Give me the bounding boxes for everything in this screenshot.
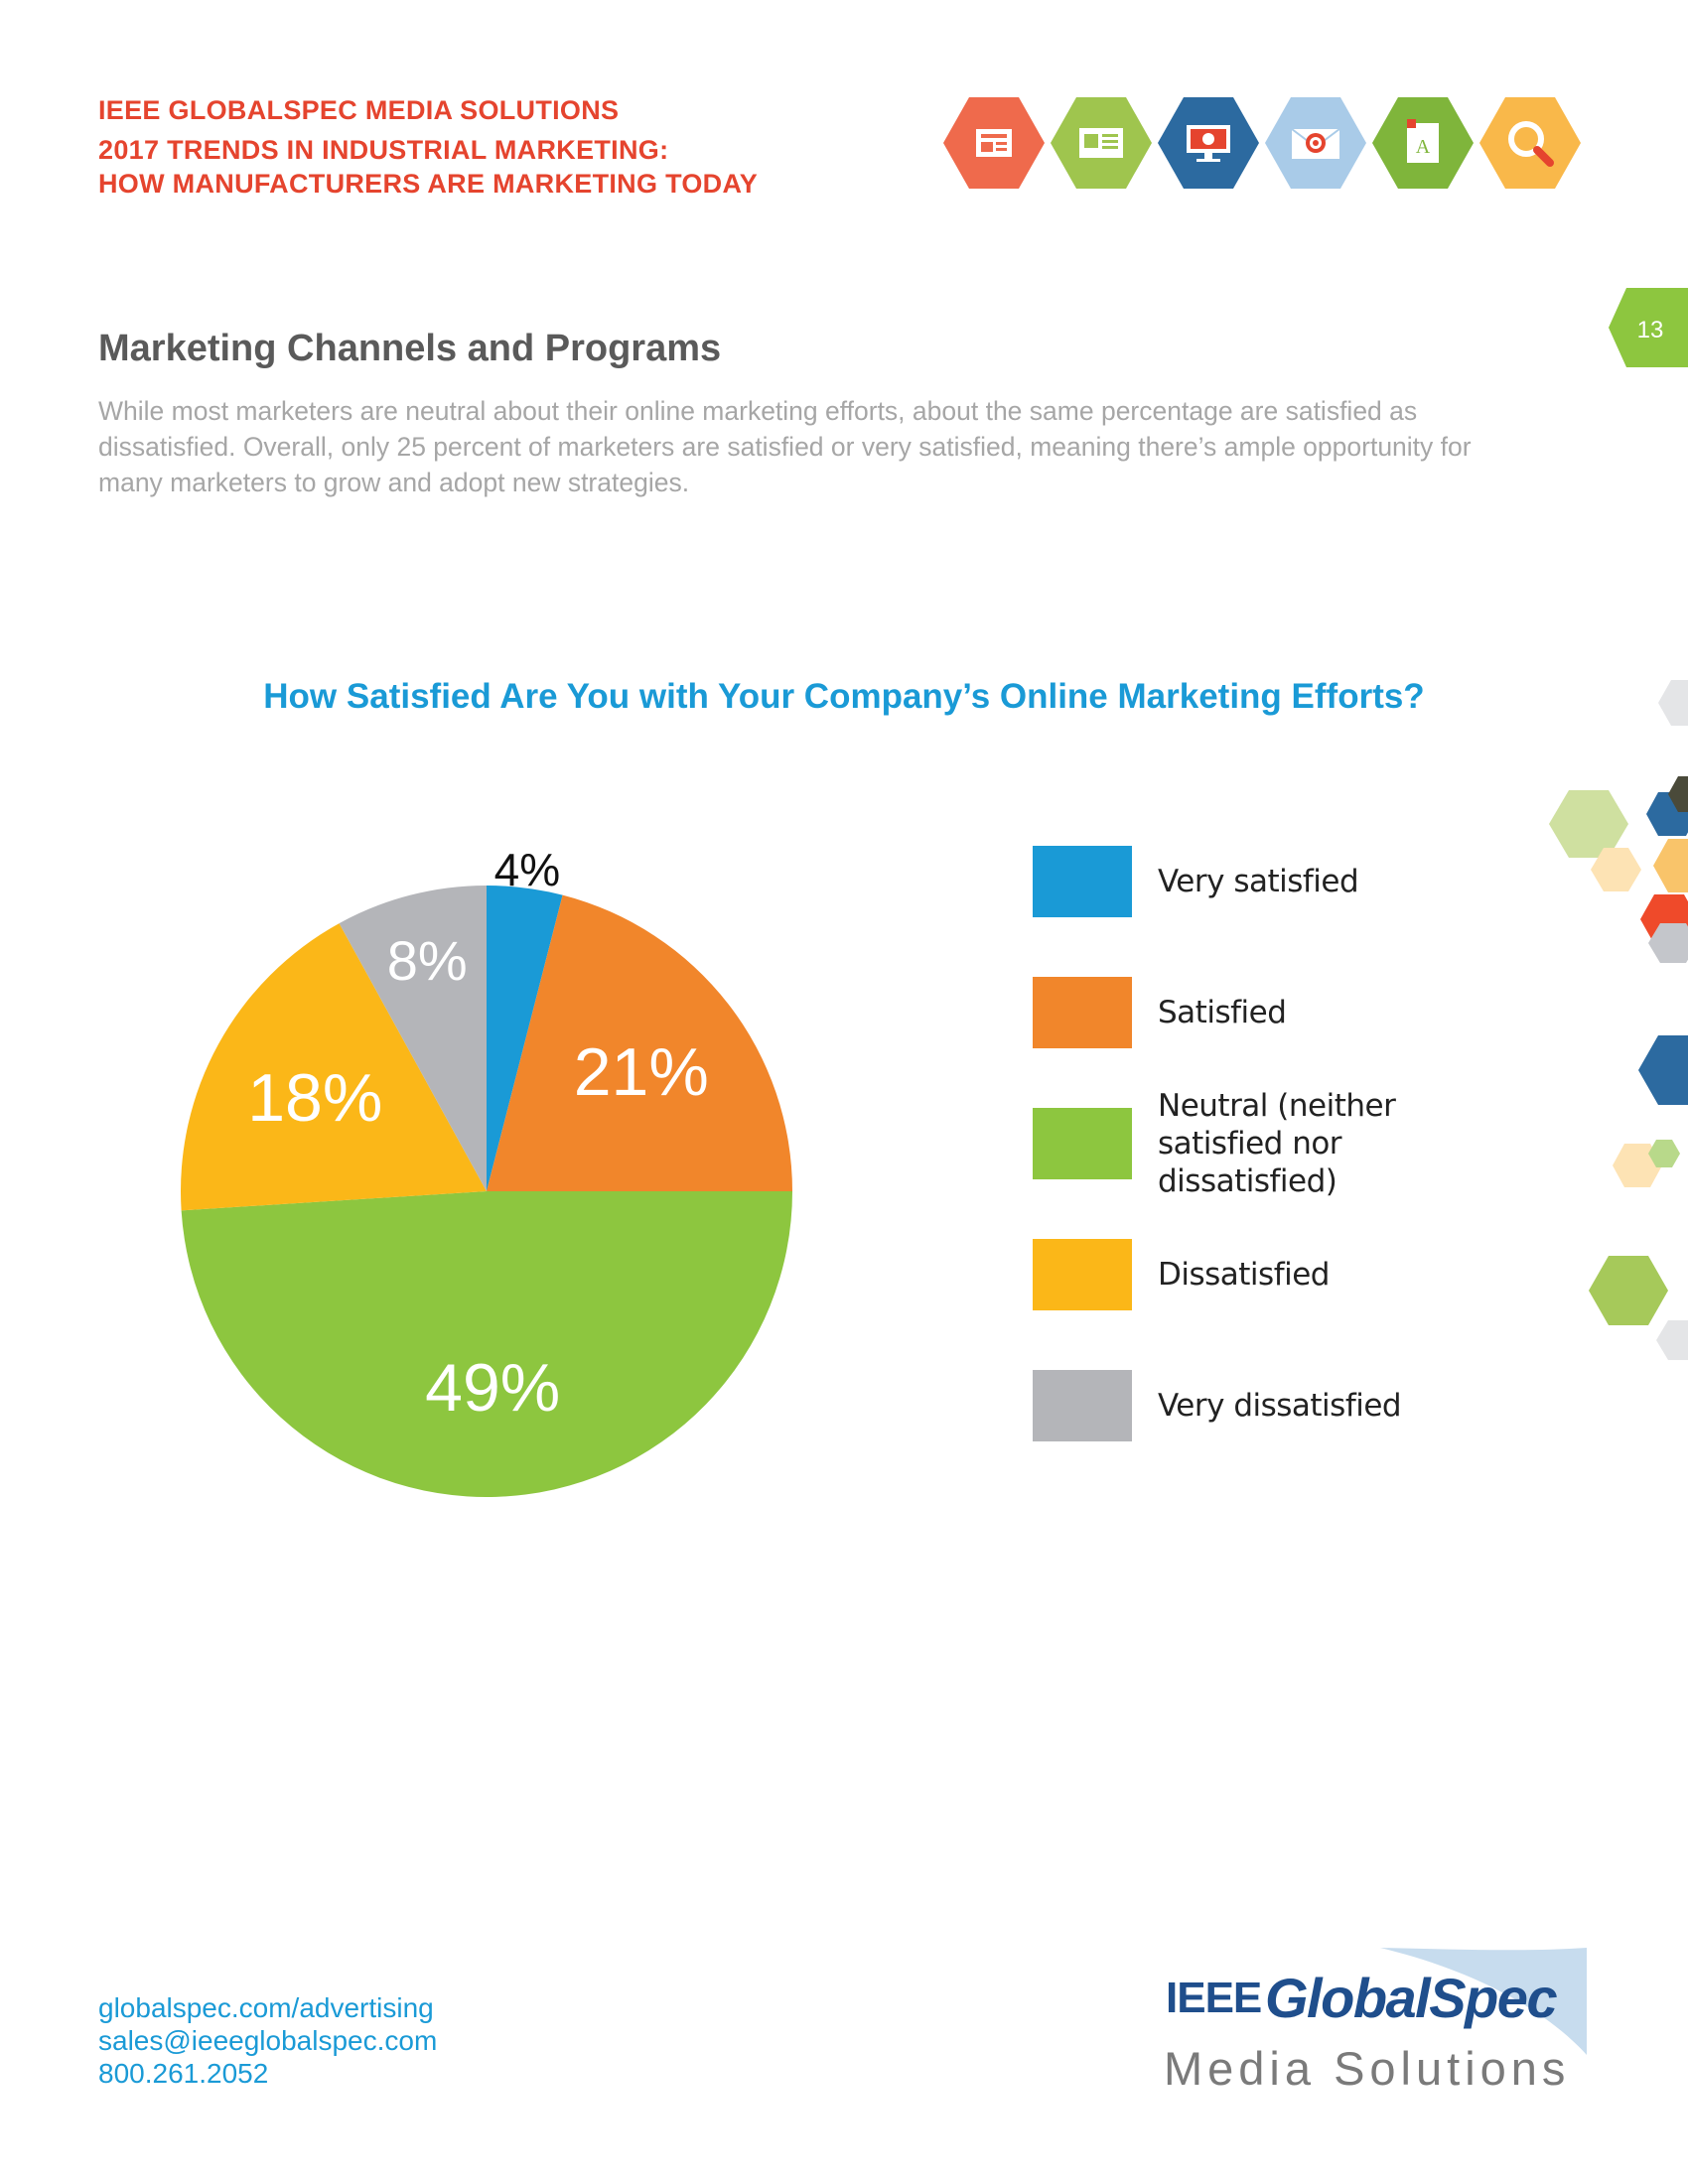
- pie-data-label: 49%: [425, 1350, 560, 1426]
- legend-label: Very dissatisfied: [1158, 1388, 1402, 1424]
- chart-title: How Satisfied Are You with Your Company’…: [263, 677, 1425, 716]
- pie-data-label: 8%: [387, 929, 468, 992]
- logo-ieee-text: IEEE: [1166, 1974, 1262, 2022]
- legend-label: Satisfied: [1158, 995, 1287, 1030]
- pie-slice-very-dissatisfied: [339, 886, 487, 1191]
- legend-swatch: [1033, 1370, 1132, 1441]
- report-title-line-2: HOW MANUFACTURERS ARE MARKETING TODAY: [98, 169, 759, 199]
- email-target-icon: [1265, 97, 1366, 189]
- legend-swatch: [1033, 977, 1132, 1048]
- logo-swoosh: [1380, 1948, 1587, 2055]
- pie-slice-neutral: [181, 1191, 792, 1497]
- decorative-hexagons: [1549, 680, 1688, 1360]
- pie-chart: 4% 21% 49% 18% 8%: [181, 844, 792, 1497]
- legend-swatch: [1033, 846, 1132, 917]
- pie-data-label: 4%: [494, 844, 560, 895]
- legend-swatch: [1033, 1108, 1132, 1179]
- legend-swatch: [1033, 1239, 1132, 1310]
- pie-slice-dissatisfied: [181, 923, 487, 1211]
- pie-slice-very-satisfied: [487, 886, 563, 1191]
- header-icon-row: A: [943, 97, 1581, 189]
- phone-number: 800.261.2052: [98, 2058, 269, 2089]
- pie-data-label: 21%: [574, 1034, 709, 1110]
- ieee-globalspec-logo: IEEE GlobalSpec Media Solutions: [1162, 1944, 1589, 2103]
- section-intro: While most marketers are neutral about t…: [98, 396, 1472, 497]
- logo-media-solutions-text: Media Solutions: [1164, 2042, 1571, 2095]
- footer-contact: globalspec.com/advertising sales@ieeeglo…: [98, 1991, 437, 2090]
- document-icon: A: [1372, 97, 1474, 189]
- web-page-icon: [1051, 97, 1152, 189]
- pie-slice-satisfied: [487, 894, 792, 1191]
- page-number-tab: 13: [1609, 288, 1688, 367]
- monitor-icon: [1158, 97, 1259, 189]
- logo-globalspec-text: GlobalSpec: [1265, 1967, 1558, 2029]
- email-link[interactable]: sales@ieeeglobalspec.com: [98, 2025, 438, 2056]
- legend-label: Neutral (neither satisfied nor dissatisf…: [1158, 1088, 1396, 1199]
- publisher-name: IEEE GLOBALSPEC MEDIA SOLUTIONS: [98, 95, 620, 125]
- search-icon: [1479, 97, 1581, 189]
- newsletter-icon: [943, 97, 1045, 189]
- section-title: Marketing Channels and Programs: [98, 328, 722, 369]
- legend-label: Dissatisfied: [1158, 1257, 1330, 1293]
- page-number: 13: [1637, 317, 1664, 343]
- svg-text:A: A: [1416, 136, 1431, 158]
- report-title-line-1: 2017 TRENDS IN INDUSTRIAL MARKETING:: [98, 135, 669, 165]
- report-header: IEEE GLOBALSPEC MEDIA SOLUTIONS 2017 TRE…: [98, 93, 758, 201]
- pie-data-label: 18%: [247, 1060, 382, 1136]
- website-link[interactable]: globalspec.com/advertising: [98, 1992, 434, 2023]
- legend-label: Very satisfied: [1158, 864, 1359, 899]
